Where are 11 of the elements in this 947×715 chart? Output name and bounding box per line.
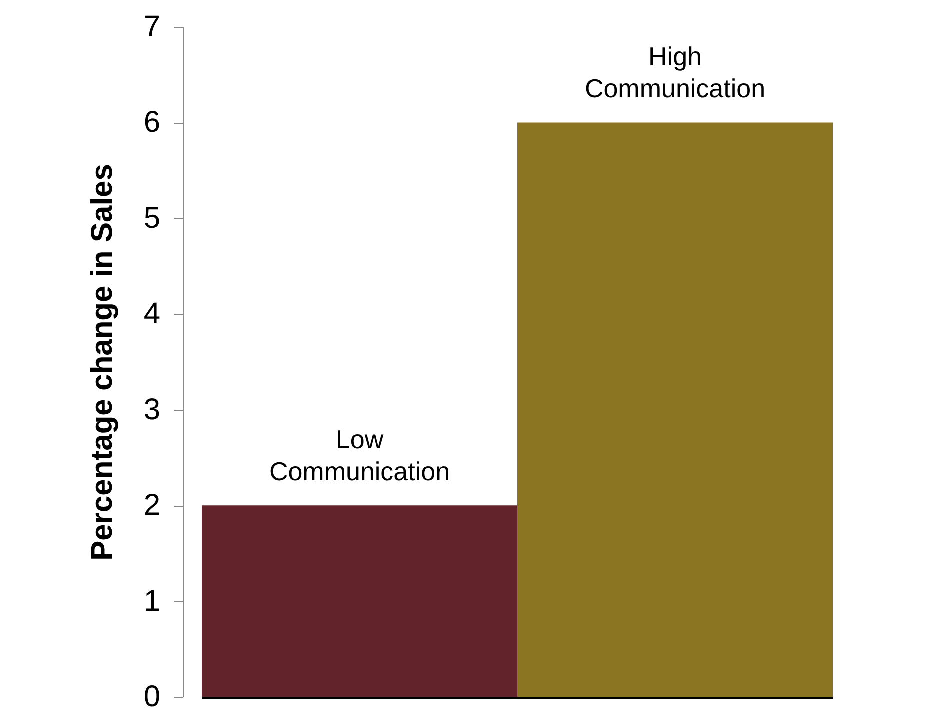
x-tick-label: Low Communication xyxy=(269,424,450,487)
y-tick-label: 6 xyxy=(144,106,160,140)
y-tick-label: 2 xyxy=(144,489,160,522)
y-tick-label: 0 xyxy=(144,680,160,714)
y-tick-label: 1 xyxy=(144,584,160,618)
x-tick-label: High Communication xyxy=(584,42,766,104)
y-tick-label: 3 xyxy=(144,393,160,426)
y-tick-label: 4 xyxy=(144,298,160,331)
y-tick-label: 7 xyxy=(144,10,160,44)
y-tick-label: 5 xyxy=(144,202,160,235)
y-axis-title: Percentage change in Sales xyxy=(86,164,119,561)
